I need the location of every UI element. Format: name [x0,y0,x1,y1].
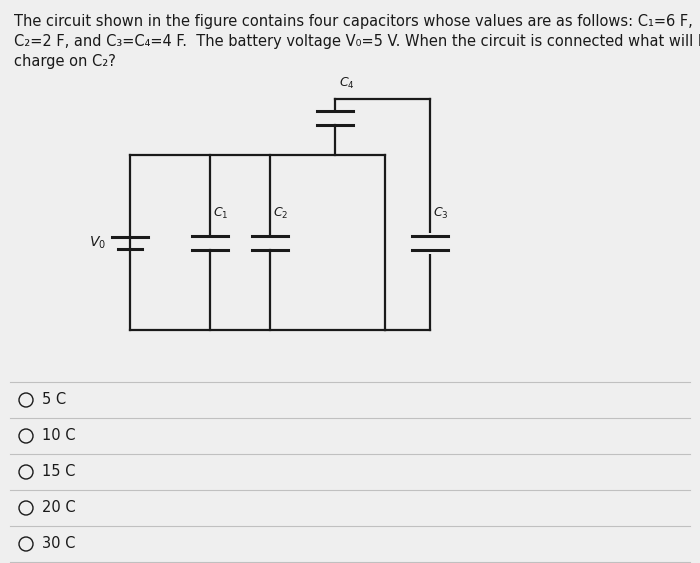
Text: 5 C: 5 C [42,392,66,408]
Text: The circuit shown in the figure contains four capacitors whose values are as fol: The circuit shown in the figure contains… [14,14,693,29]
Text: charge on C₂?: charge on C₂? [14,54,116,69]
Text: 10 C: 10 C [42,428,76,444]
Text: $C_2$: $C_2$ [273,207,288,221]
Text: $V_0$: $V_0$ [89,234,106,251]
Text: $C_1$: $C_1$ [213,207,228,221]
Text: 15 C: 15 C [42,464,76,480]
Text: $C_4$: $C_4$ [339,76,355,91]
Text: 30 C: 30 C [42,537,76,552]
Text: 20 C: 20 C [42,501,76,516]
Text: $C_3$: $C_3$ [433,207,449,221]
Text: C₂=2 F, and C₃=C₄=4 F.  The battery voltage V₀=5 V. When the circuit is connecte: C₂=2 F, and C₃=C₄=4 F. The battery volta… [14,34,700,49]
